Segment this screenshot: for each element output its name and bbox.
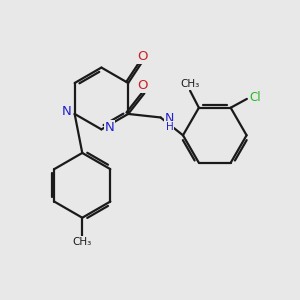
Text: N: N	[61, 105, 71, 118]
Text: O: O	[137, 50, 148, 63]
Text: H: H	[166, 122, 173, 132]
Text: N: N	[165, 112, 174, 125]
Text: Cl: Cl	[249, 91, 261, 104]
Text: CH₃: CH₃	[73, 237, 92, 247]
Text: N: N	[105, 121, 115, 134]
Text: O: O	[138, 80, 148, 92]
Text: CH₃: CH₃	[180, 79, 200, 89]
